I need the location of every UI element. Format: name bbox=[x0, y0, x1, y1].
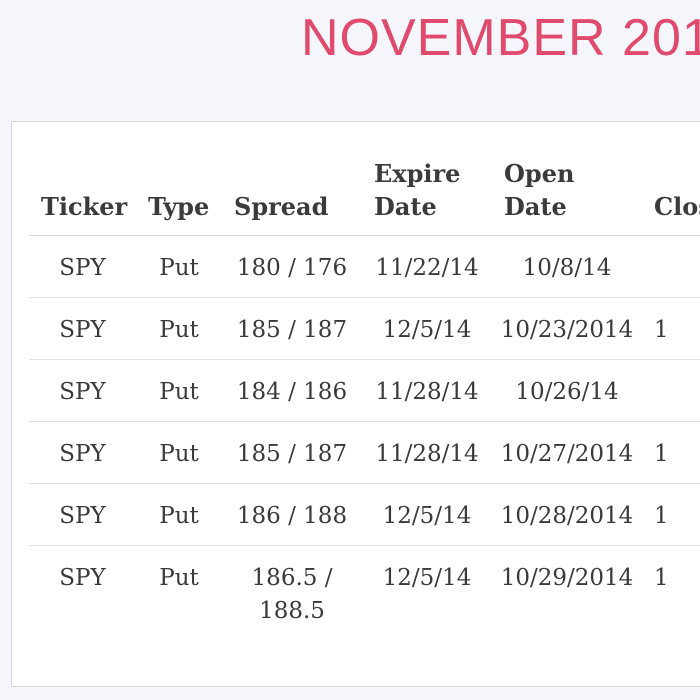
cell-ticker: SPY bbox=[29, 483, 136, 546]
cell-close-date: 1 bbox=[642, 297, 700, 360]
cell-close-date: 1 bbox=[642, 421, 700, 484]
cell-open-date: 10/27/2014 bbox=[492, 421, 642, 484]
column-header-expire-date: Expire Date bbox=[362, 150, 492, 236]
table-row: SPY Put 180 / 176 11/22/14 10/8/14 bbox=[29, 235, 700, 298]
table-row: SPY Put 185 / 187 12/5/14 10/23/2014 1 bbox=[29, 297, 700, 360]
cell-type: Put bbox=[136, 483, 222, 546]
cell-type: Put bbox=[136, 421, 222, 484]
cell-open-date: 10/28/2014 bbox=[492, 483, 642, 546]
cell-open-date: 10/8/14 bbox=[492, 235, 642, 298]
cell-open-date: 10/29/2014 bbox=[500, 564, 634, 591]
cell-close-date bbox=[642, 235, 700, 298]
cell-expire-date: 12/5/14 bbox=[362, 297, 492, 360]
cell-ticker: SPY bbox=[59, 564, 106, 591]
cell-ticker: SPY bbox=[29, 297, 136, 360]
table-row: SPY Put 186 / 188 12/5/14 10/28/2014 1 bbox=[29, 483, 700, 546]
trades-table-card: Ticker Type Spread Expire Date Open Date… bbox=[11, 121, 700, 687]
cell-close-date: 1 bbox=[642, 483, 700, 546]
cell-open-date: 10/26/14 bbox=[492, 359, 642, 422]
cell-ticker: SPY bbox=[29, 359, 136, 422]
cell-close-date: 1 bbox=[654, 564, 669, 591]
cell-open-date: 10/23/2014 bbox=[492, 297, 642, 360]
table-row: SPY Put 184 / 186 11/28/14 10/26/14 bbox=[29, 359, 700, 422]
cell-spread: 184 / 186 bbox=[222, 359, 362, 422]
cell-expire-date: 11/28/14 bbox=[362, 359, 492, 422]
cell-type: Put bbox=[136, 235, 222, 298]
cell-type: Put bbox=[159, 564, 199, 591]
column-header-type: Type bbox=[136, 150, 222, 236]
table-header: Ticker Type Spread Expire Date Open Date… bbox=[29, 150, 700, 236]
cell-ticker: SPY bbox=[29, 421, 136, 484]
cell-expire-date: 11/22/14 bbox=[362, 235, 492, 298]
cell-spread: 180 / 176 bbox=[222, 235, 362, 298]
cell-expire-date: 12/5/14 bbox=[382, 564, 472, 591]
cell-spread: 185 / 187 bbox=[222, 297, 362, 360]
column-header-open-date: Open Date bbox=[492, 150, 642, 236]
column-header-ticker: Ticker bbox=[29, 150, 136, 236]
cell-expire-date: 11/28/14 bbox=[362, 421, 492, 484]
trades-table: Ticker Type Spread Expire Date Open Date… bbox=[29, 150, 700, 635]
table-row: SPY Put 186.5 / 188.5 12/5/14 10/29/2014… bbox=[29, 545, 700, 635]
page-title: NOVEMBER 2014 bbox=[301, 9, 700, 67]
column-header-close-date: Close Date bbox=[642, 150, 700, 236]
column-header-spread: Spread bbox=[222, 150, 362, 236]
table-body: SPY Put 180 / 176 11/22/14 10/8/14 SPY P… bbox=[29, 235, 700, 635]
header-row: Ticker Type Spread Expire Date Open Date… bbox=[29, 150, 700, 236]
cell-type: Put bbox=[136, 297, 222, 360]
cell-spread: 185 / 187 bbox=[222, 421, 362, 484]
table-row: SPY Put 185 / 187 11/28/14 10/27/2014 1 bbox=[29, 421, 700, 484]
cell-close-date bbox=[642, 359, 700, 422]
cell-spread: 186 / 188 bbox=[222, 483, 362, 546]
cell-expire-date: 12/5/14 bbox=[362, 483, 492, 546]
cell-ticker: SPY bbox=[29, 235, 136, 298]
cell-type: Put bbox=[136, 359, 222, 422]
cell-spread: 186.5 / 188.5 bbox=[251, 564, 333, 624]
